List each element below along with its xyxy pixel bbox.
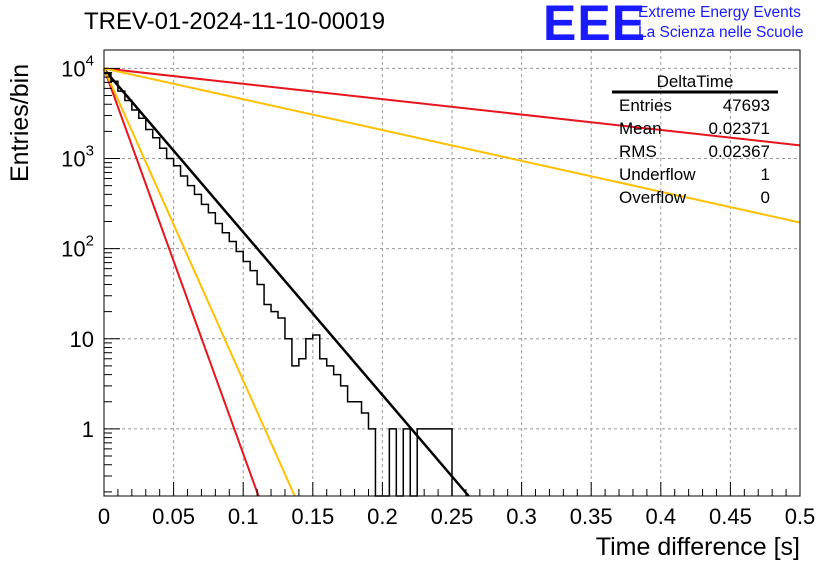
- stats-title: DeltaTime: [657, 72, 734, 91]
- x-tick-label: 0.45: [709, 504, 752, 529]
- stats-box: DeltaTime Entries 47693 Mean 0.02371 RMS 0.023…: [612, 72, 778, 207]
- stats-row-value: 0.02371: [709, 119, 770, 138]
- logo-line-2: La Scienza nelle Scuole: [638, 24, 804, 41]
- eee-logo: EEE: [543, 0, 647, 51]
- x-tick-label: 0.5: [785, 504, 816, 529]
- y-axis-ticks: 1 10 102 103 104: [61, 52, 120, 493]
- x-tick-label: 0.1: [228, 504, 259, 529]
- x-tick-label: 0: [98, 504, 110, 529]
- stats-row-value: 0.02367: [709, 142, 770, 161]
- stats-row-value: 1: [761, 165, 770, 184]
- x-tick-label: 0.05: [152, 504, 195, 529]
- x-axis-label: Time difference [s]: [595, 533, 800, 561]
- fit-curve: [103, 67, 801, 224]
- y-tick-label: 102: [61, 233, 94, 262]
- y-tick-label: 104: [61, 52, 94, 81]
- stats-row-value: 0: [761, 188, 770, 207]
- stats-row-label: Overflow: [619, 188, 687, 207]
- stats-row-label: RMS: [619, 142, 657, 161]
- fit-curves: [103, 67, 801, 497]
- plot-title: TREV-01-2024-11-10-00019: [84, 8, 386, 35]
- x-axis-ticks: 0 0.05 0.1 0.15 0.2 0.25 0.3 0.35 0.4 0.45 0.5: [98, 482, 815, 529]
- y-axis-label: Entries/bin: [6, 63, 34, 182]
- y-tick-label: 103: [61, 143, 94, 172]
- x-tick-label: 0.15: [291, 504, 334, 529]
- fit-curve: [103, 68, 470, 497]
- stats-row-label: Mean: [619, 119, 662, 138]
- logo-line-1: Extreme Energy Events: [638, 4, 801, 21]
- fit-curve: [103, 67, 801, 147]
- x-tick-label: 0.2: [367, 504, 398, 529]
- y-tick-label: 1: [82, 417, 94, 442]
- logo-caption: Extreme Energy Events La Scienza nelle S…: [638, 3, 803, 43]
- stats-row-label: Underflow: [619, 165, 696, 184]
- histogram-steps: [104, 72, 453, 497]
- fit-curve: [103, 68, 260, 497]
- stats-row-label: Entries: [619, 96, 672, 115]
- stats-row-value: 47693: [723, 96, 770, 115]
- x-tick-label: 0.3: [506, 504, 537, 529]
- x-tick-label: 0.35: [570, 504, 613, 529]
- fit-curve: [103, 67, 296, 497]
- y-tick-label: 10: [70, 327, 94, 352]
- x-tick-label: 0.25: [431, 504, 474, 529]
- x-tick-label: 0.4: [646, 504, 677, 529]
